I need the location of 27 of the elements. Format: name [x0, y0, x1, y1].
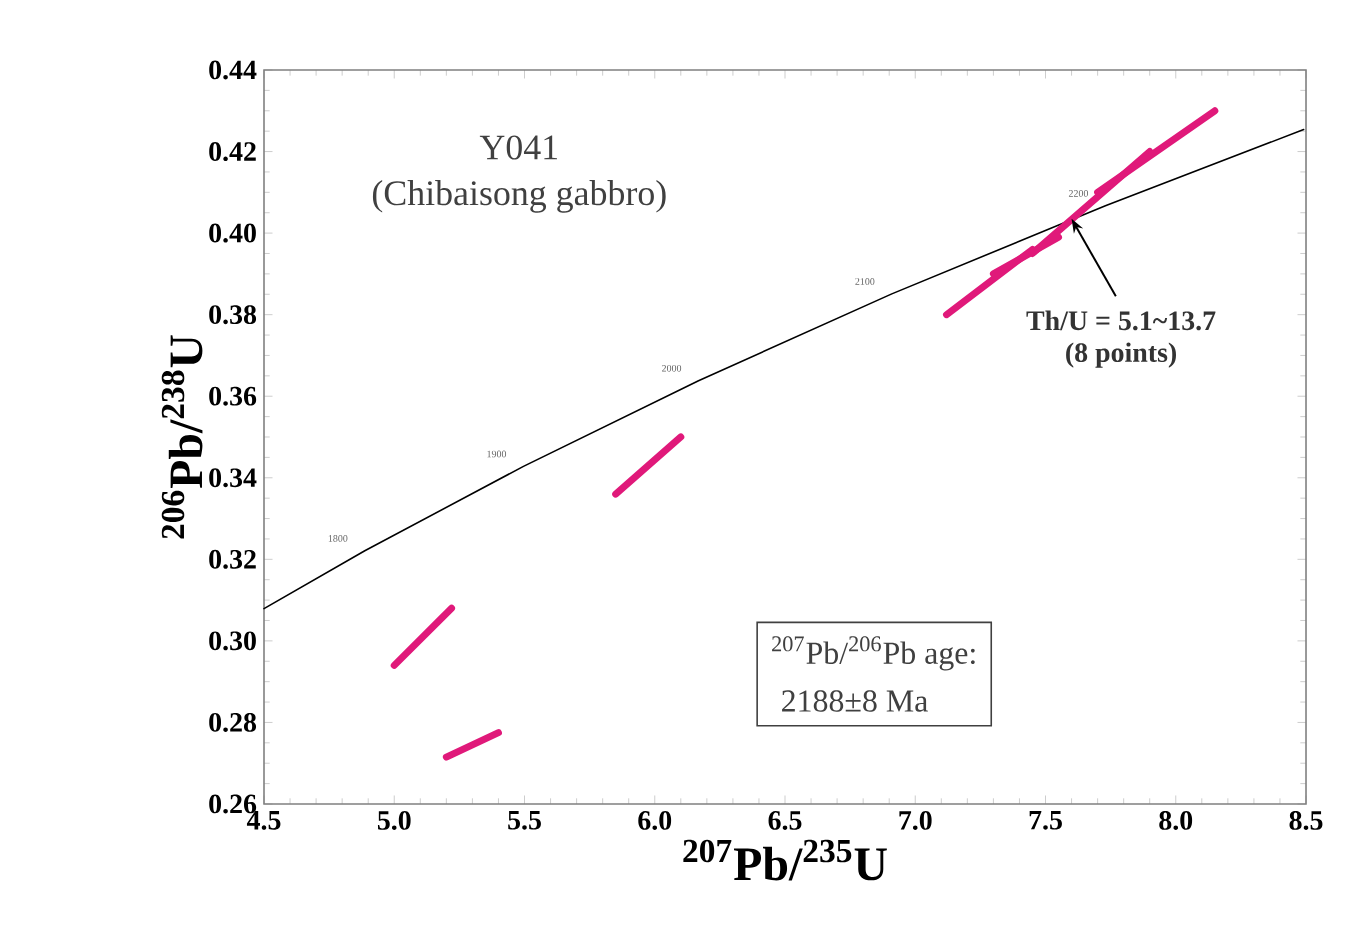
y-tick-label: 0.34	[209, 468, 257, 488]
x-tick-label: 6.0	[638, 811, 672, 830]
x-tick-label: 6.5	[768, 811, 802, 830]
annotation: $^{207}$Pb/$^{206}$Pb age:	[772, 636, 975, 671]
y-tick-label: 0.26	[209, 794, 257, 814]
y-axis-title: $^{206}$Pb/$^{238}$U	[161, 335, 203, 539]
x-tick-label: 8.5	[1289, 811, 1323, 830]
y-tick-label: 0.30	[209, 631, 256, 651]
annotation: Th/U = 5.1~13.7	[1026, 310, 1216, 331]
x-axis-title: $^{207}$Pb/$^{235}$U	[683, 839, 887, 881]
annotation: (8 points)	[1066, 342, 1176, 368]
x-tick-label: 5.5	[508, 811, 541, 830]
x-tick-label: 7.5	[1029, 811, 1062, 830]
x-tick-label: 4.5	[246, 811, 281, 830]
y-tick-label: 0.38	[209, 305, 257, 325]
y-tick-label: 0.40	[209, 223, 256, 243]
y-tick-label: 0.36	[209, 386, 257, 406]
y-tick-label: 0.42	[209, 142, 256, 162]
x-tick-label: 8.0	[1159, 811, 1193, 830]
y-tick-label: 0.44	[209, 60, 257, 80]
text: Y041	[479, 135, 557, 160]
text: (Chibaisong gabbro)	[372, 180, 666, 213]
y-tick-label: 0.32	[209, 549, 256, 569]
annotation: 2188±8 Ma	[782, 690, 928, 712]
x-tick-label: 7.0	[899, 811, 932, 830]
x-tick-label: 5.0	[377, 811, 411, 830]
y-tick-label: 0.28	[209, 712, 257, 732]
